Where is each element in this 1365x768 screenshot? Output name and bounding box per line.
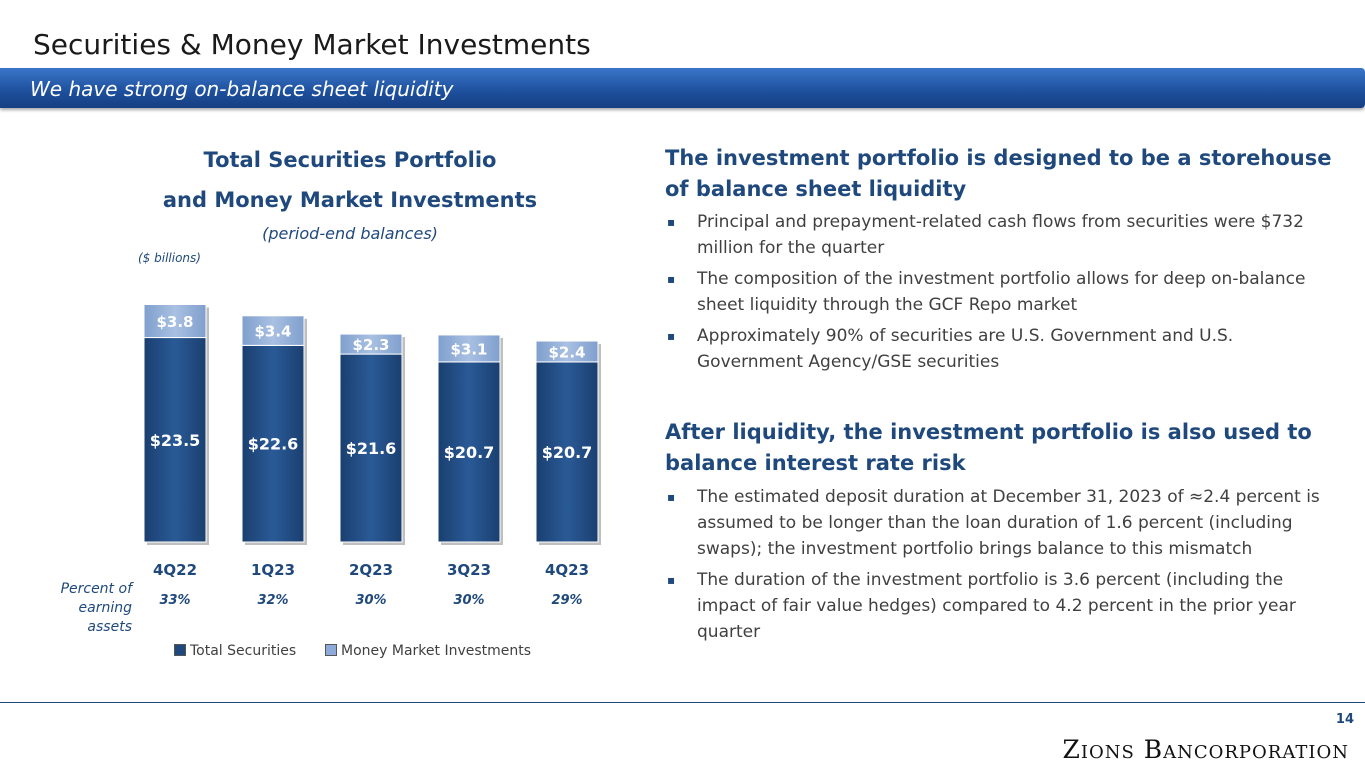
bar-total-securities — [143, 337, 207, 543]
percent-of-earning-assets-label: Percent of earning assets — [60, 581, 132, 635]
category-label: 4Q23 — [545, 561, 589, 579]
chart-subtitle: (period-end balances) — [262, 224, 438, 243]
bar-money-market — [339, 333, 403, 355]
data-label-total-securities: $20.7 — [444, 443, 495, 462]
percent-value: 30% — [453, 593, 484, 608]
bar-money-market — [241, 315, 305, 346]
bar-total-securities — [339, 353, 403, 543]
bullet-marker: ▪ — [667, 329, 676, 343]
section2-heading: After liquidity, the investment portfoli… — [665, 420, 1312, 475]
bar-total-securities — [437, 361, 501, 543]
bullet-marker: ▪ — [667, 573, 676, 587]
legend-swatch — [325, 644, 337, 656]
legend-label: Total Securities — [190, 643, 297, 659]
category-label: 2Q23 — [349, 561, 393, 579]
category-label: 1Q23 — [251, 561, 295, 579]
page-number: 14 — [1335, 712, 1354, 727]
percent-value: 32% — [257, 593, 288, 608]
data-label-total-securities: $20.7 — [542, 443, 593, 462]
data-label-total-securities: $21.6 — [346, 439, 397, 458]
bullet-marker: ▪ — [667, 272, 676, 286]
bullet-marker: ▪ — [667, 215, 676, 229]
category-label: 3Q23 — [447, 561, 491, 579]
banner-text: We have strong on-balance sheet liquidit… — [30, 77, 454, 101]
percent-value: 30% — [355, 593, 386, 608]
company-logo: Zions Bancorporation — [1062, 735, 1349, 764]
legend-item-total-securities: Total Securities — [174, 643, 296, 659]
data-label-money-market: $2.3 — [352, 336, 389, 354]
chart-title-line1: Total Securities Portfolio — [203, 148, 497, 172]
data-label-total-securities: $22.6 — [248, 435, 299, 454]
chart-units: ($ billions) — [138, 251, 201, 265]
slide-title: Securities & Money Market Investments — [33, 28, 591, 61]
chart-title-line2: and Money Market Investments — [162, 188, 538, 212]
bullet-marker: ▪ — [667, 490, 676, 504]
footer-divider — [0, 702, 1365, 703]
data-label-money-market: $3.1 — [450, 340, 487, 358]
data-label-money-market: $3.4 — [254, 323, 291, 341]
bar-total-securities — [241, 344, 305, 543]
data-label-money-market: $2.4 — [548, 343, 585, 361]
percent-value: 29% — [551, 593, 582, 608]
legend-item-money-market: Money Market Investments — [325, 643, 531, 659]
section1-heading: The investment portfolio is designed to … — [665, 146, 1332, 201]
legend-label: Money Market Investments — [341, 643, 532, 659]
subtitle-banner: We have strong on-balance sheet liquidit… — [0, 68, 1365, 108]
percent-value: 33% — [159, 593, 190, 608]
bar-money-market — [535, 340, 599, 363]
bar-money-market — [143, 303, 207, 339]
bar-money-market — [437, 334, 501, 363]
legend-swatch — [174, 644, 186, 656]
data-label-total-securities: $23.5 — [150, 431, 201, 450]
bar-total-securities — [535, 361, 599, 543]
data-label-money-market: $3.8 — [156, 313, 193, 331]
category-label: 4Q22 — [153, 561, 197, 579]
